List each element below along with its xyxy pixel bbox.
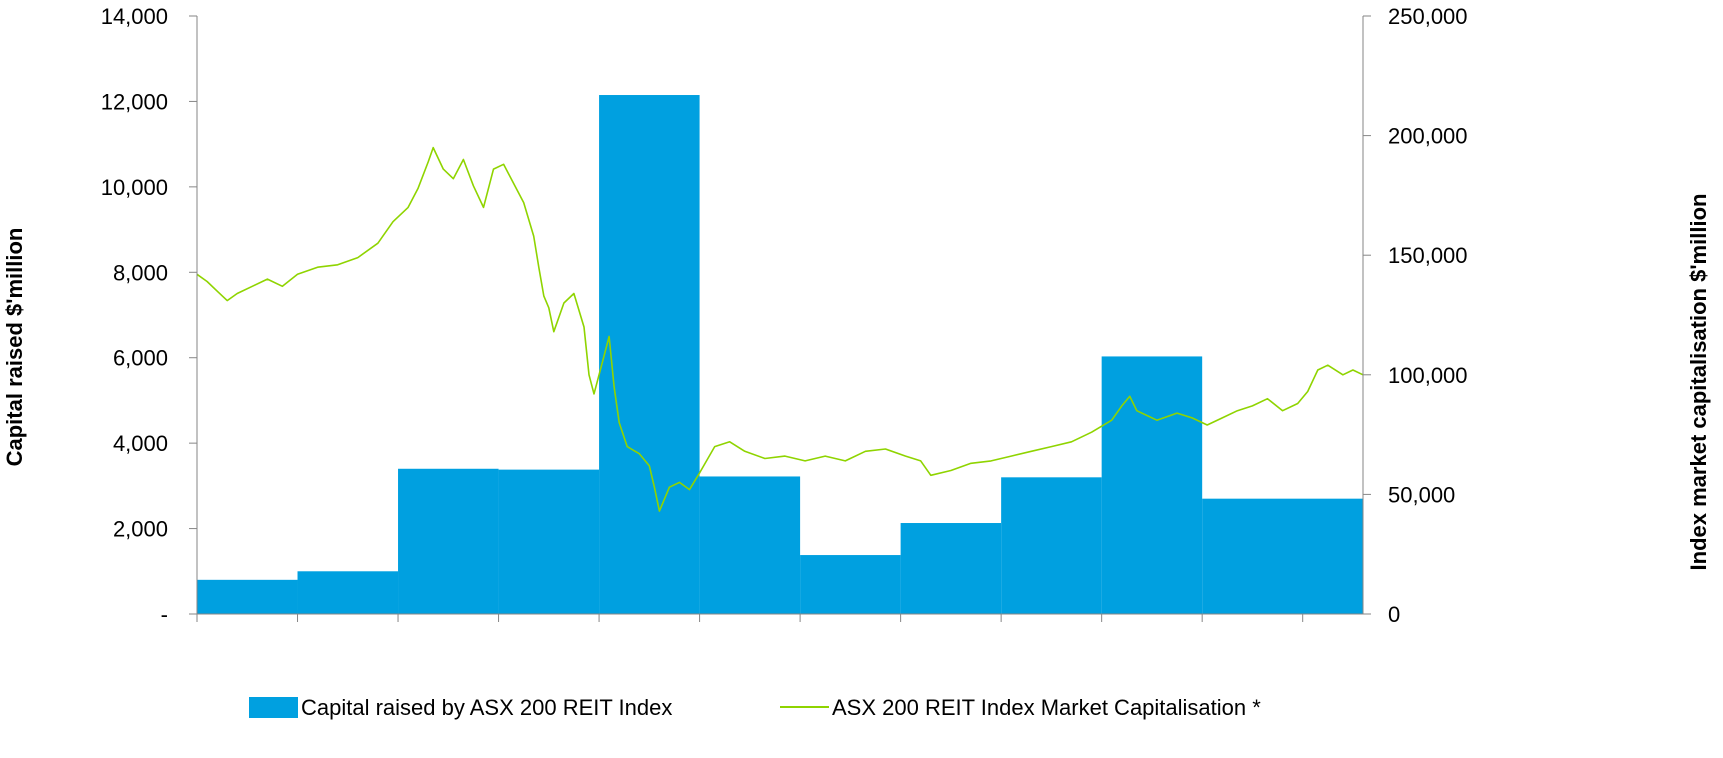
y-left-tick-label: 12,000 [101,89,168,114]
bar [800,555,901,614]
y-left-axis-title: Capital raised $'million [2,228,27,467]
y-left-tick-label: 4,000 [113,431,168,456]
y-left-tick-label: 2,000 [113,517,168,542]
y-left-tick-label: 8,000 [113,260,168,285]
y-right-tick-label: 150,000 [1388,243,1468,268]
bar [398,468,499,614]
bar [197,579,298,614]
y-right-tick-label: 200,000 [1388,124,1468,149]
y-left-tick-label: - [161,602,168,627]
bar [1202,498,1363,614]
bar [900,523,1002,614]
bar [498,469,600,614]
y-right-tick-label: 100,000 [1388,363,1468,388]
y-right-tick-label: 250,000 [1388,4,1468,29]
y-right-tick-label: 0 [1388,602,1400,627]
market-cap-line [196,146,1364,512]
legend: Capital raised by ASX 200 REIT Index ASX… [249,695,1261,720]
y-left-tick-label: 6,000 [113,346,168,371]
legend-label-line: ASX 200 REIT Index Market Capitalisation… [832,695,1261,720]
bars-layer [197,95,1363,615]
axes-layer: - 2,000 4,000 6,000 8,000 10,000 12,000 14,000 0… [101,4,1468,627]
bar [599,95,700,615]
line-layer [196,146,1364,512]
y-left-tick-label: 14,000 [101,4,168,29]
bar [1101,356,1203,614]
legend-label-bars: Capital raised by ASX 200 REIT Index [301,695,672,720]
y-left-tick-label: 10,000 [101,175,168,200]
y-right-axis-title: Index market capitalisation $'million [1686,194,1711,571]
bar [1001,477,1102,614]
bar [297,571,399,614]
y-right-tick-label: 50,000 [1388,482,1455,507]
legend-swatch-bars [249,697,298,718]
bar [699,476,801,614]
